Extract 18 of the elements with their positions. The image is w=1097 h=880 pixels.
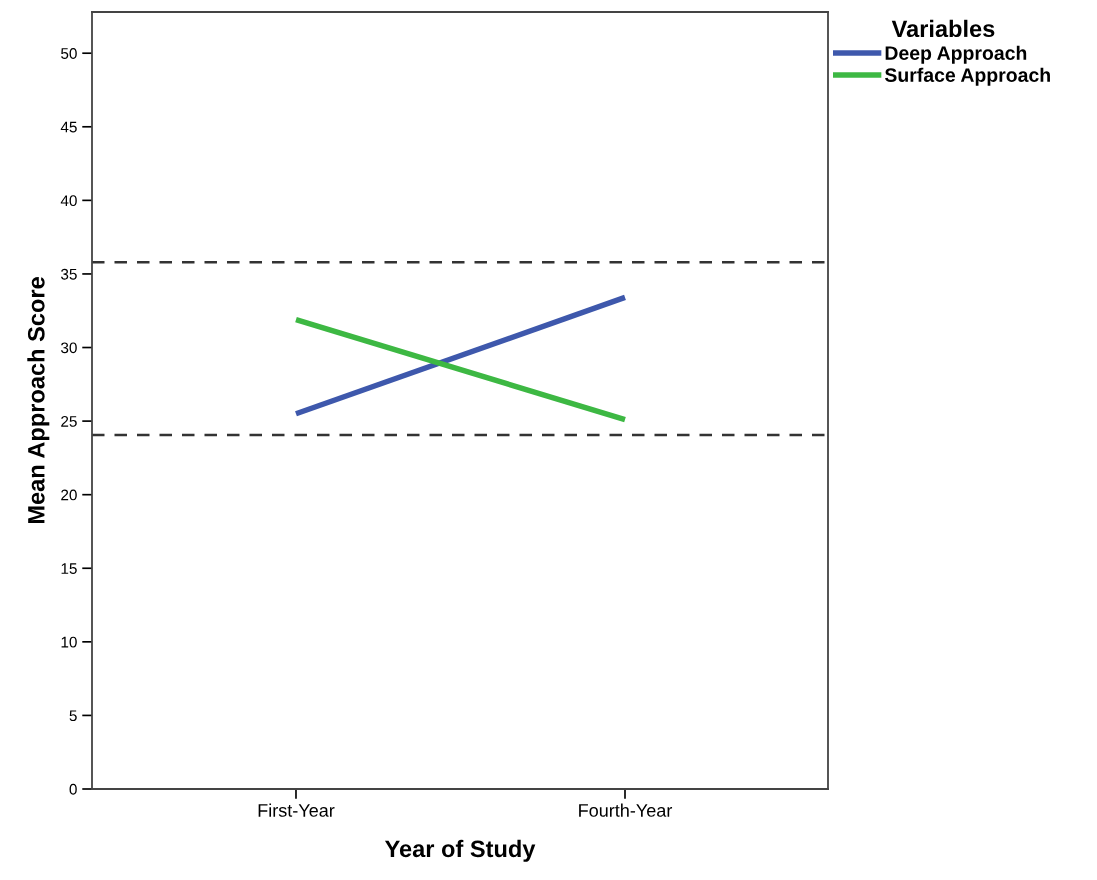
y-tick-label: 35	[61, 268, 77, 280]
x-tick-label: First-Year	[258, 803, 335, 817]
y-tick-label: 5	[69, 710, 77, 722]
y-tick-label: 0	[69, 783, 77, 795]
y-tick-label: 40	[60, 195, 77, 207]
y-tick-label: 10	[61, 636, 77, 648]
y-tick-label: 30	[61, 342, 77, 354]
y-tick-label: 25	[61, 415, 77, 427]
y-tick-label: 50	[61, 48, 77, 59]
y-tick-label: 20	[61, 489, 77, 501]
legend-title: Variables	[891, 19, 995, 38]
y-axis-title: Mean Approach Score	[27, 277, 50, 524]
y-tick-label: 15	[61, 563, 77, 574]
x-axis-title: Year of Study	[384, 839, 536, 862]
legend-label: Surface Approach	[884, 67, 1050, 86]
y-tick-label: 45	[60, 121, 77, 133]
x-tick-label: Fourth-Year	[579, 803, 673, 817]
legend-label: Deep Approach	[885, 45, 1027, 64]
